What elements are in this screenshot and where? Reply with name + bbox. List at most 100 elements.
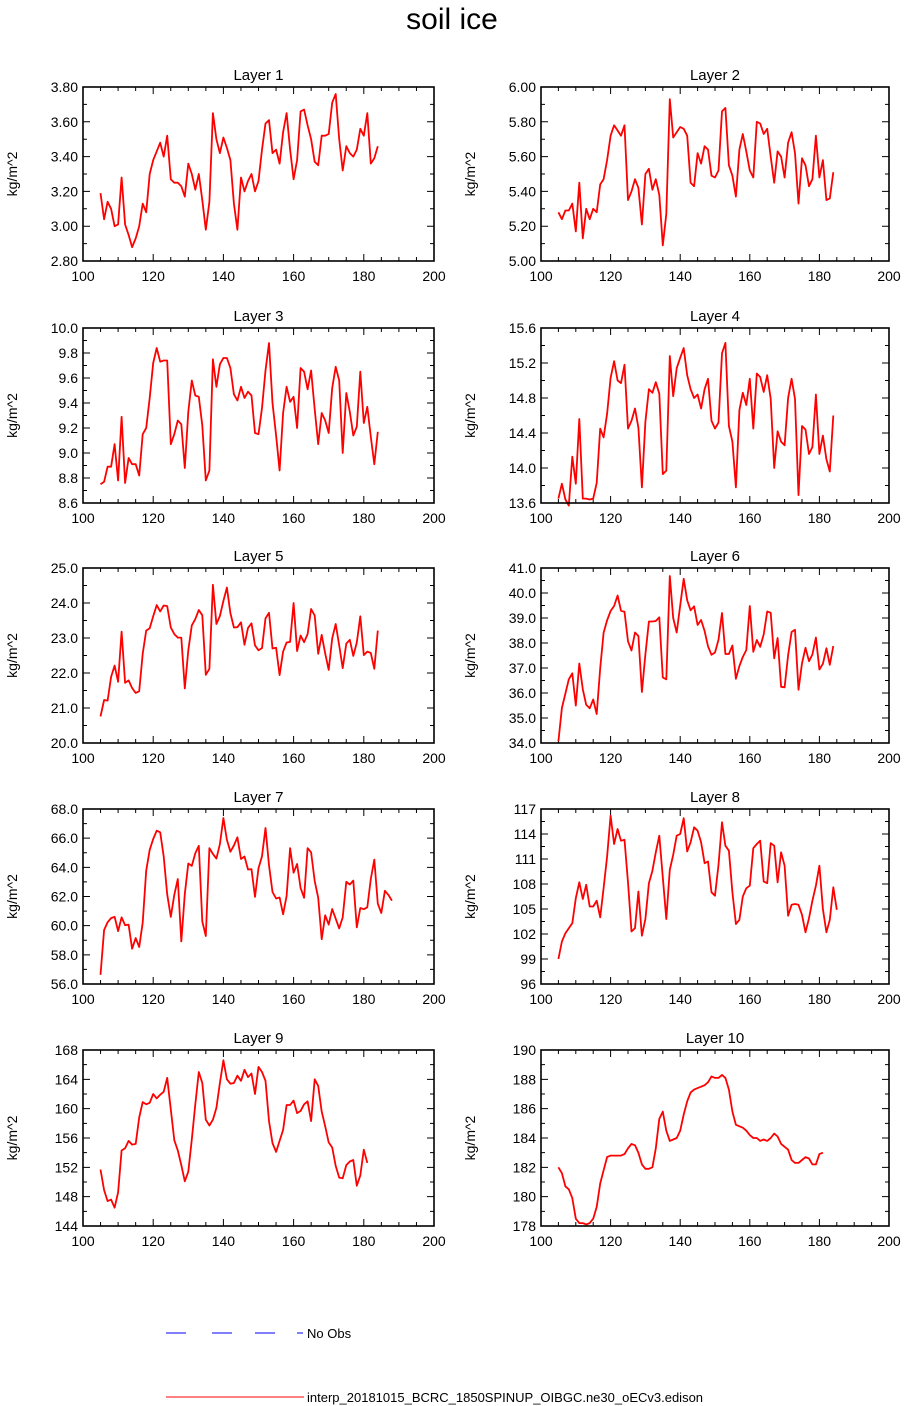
- plot-frame: [82, 86, 435, 262]
- series-line: [557, 814, 838, 960]
- x-tick-label: 200: [422, 510, 446, 526]
- panel-9: Layer 9 100 120 140 160 180 200 144 148 152 156 160…: [4, 1030, 446, 1249]
- y-tick-label: 5.20: [509, 218, 536, 234]
- plot-frame: [82, 327, 435, 504]
- y-tick-label: 14.4: [509, 425, 536, 441]
- x-tick-label: 120: [599, 750, 623, 766]
- y-tick-label: 15.2: [509, 355, 536, 371]
- y-tick-label: 40.0: [509, 585, 536, 601]
- y-tick-label: 102: [513, 926, 537, 942]
- legend-model-label: interp_20181015_BCRC_1850SPINUP_OIBGC.ne…: [307, 1390, 703, 1405]
- x-tick-label: 100: [529, 991, 553, 1007]
- y-tick-label: 10.0: [51, 320, 78, 336]
- x-tick-label: 200: [422, 991, 446, 1007]
- x-tick-label: 180: [352, 268, 376, 284]
- y-tick-label: 168: [55, 1042, 79, 1058]
- series-line: [557, 575, 835, 742]
- x-tick-label: 160: [282, 750, 306, 766]
- legend-obs-label: No Obs: [307, 1326, 352, 1341]
- panel-title: Layer 1: [233, 67, 283, 84]
- y-tick-label: 105: [513, 901, 537, 917]
- x-tick-label: 140: [669, 268, 693, 284]
- x-tick-label: 200: [877, 991, 901, 1007]
- y-tick-label: 21.0: [51, 700, 78, 716]
- x-tick-label: 140: [669, 510, 693, 526]
- series-line: [557, 1074, 824, 1226]
- x-tick-label: 120: [142, 268, 166, 284]
- x-tick-label: 180: [352, 991, 376, 1007]
- axis-ticks: [540, 567, 890, 744]
- y-tick-label: 9.4: [59, 395, 79, 411]
- y-tick-label: 68.0: [51, 801, 78, 817]
- x-tick-label: 140: [669, 1233, 693, 1249]
- x-tick-label: 100: [529, 510, 553, 526]
- y-tick-label: 25.0: [51, 560, 78, 576]
- y-tick-label: 5.80: [509, 114, 536, 130]
- panel-title: Layer 7: [233, 789, 283, 806]
- y-tick-label: 41.0: [509, 560, 536, 576]
- plot-frame: [82, 808, 435, 985]
- x-tick-label: 100: [529, 268, 553, 284]
- y-tick-label: 9.6: [59, 370, 79, 386]
- x-tick-label: 200: [877, 268, 901, 284]
- panel-title: Layer 4: [690, 308, 740, 325]
- series-line: [99, 93, 379, 249]
- y-tick-label: 5.40: [509, 183, 536, 199]
- y-tick-label: 3.00: [51, 218, 78, 234]
- y-tick-label: 148: [55, 1189, 79, 1205]
- series-line: [557, 98, 835, 247]
- x-tick-label: 200: [877, 510, 901, 526]
- y-tick-label: 156: [55, 1130, 79, 1146]
- panel-3: Layer 3 100 120 140 160 180 200 8.6 8.8 9.0 9.2 9.4…: [4, 308, 446, 526]
- panel-title: Layer 2: [690, 67, 740, 84]
- x-tick-label: 180: [352, 750, 376, 766]
- series-line: [100, 342, 379, 485]
- y-tick-label: 188: [513, 1071, 537, 1087]
- plot-frame: [540, 1049, 890, 1227]
- y-tick-label: 3.60: [51, 114, 78, 130]
- y-tick-label: 37.0: [509, 660, 536, 676]
- y-tick-label: 178: [513, 1218, 537, 1234]
- panel-title: Layer 8: [690, 789, 740, 806]
- x-tick-label: 120: [599, 268, 623, 284]
- panel-1: Layer 1 100 120 140 160 180 200 2.80 3.00 3.20 3.4…: [4, 67, 446, 284]
- x-tick-label: 120: [599, 510, 623, 526]
- panel-title: Layer 9: [233, 1030, 283, 1047]
- y-tick-label: 114: [514, 826, 537, 842]
- y-tick-label: 56.0: [51, 976, 78, 992]
- y-tick-label: 9.8: [59, 345, 79, 361]
- plot-frame: [540, 86, 890, 262]
- y-tick-label: 35.0: [509, 710, 536, 726]
- x-tick-label: 120: [142, 1233, 166, 1249]
- y-tick-label: 184: [513, 1130, 537, 1146]
- y-tick-label: 38.0: [509, 635, 536, 651]
- y-axis-label: kg/m^2: [462, 874, 478, 919]
- panel-7: Layer 7 100 120 140 160 180 200 56.0 58.0 60.0 62.…: [4, 789, 446, 1007]
- x-tick-label: 100: [71, 510, 95, 526]
- axis-ticks: [540, 1049, 890, 1227]
- y-tick-label: 111: [515, 851, 536, 867]
- x-tick-label: 160: [738, 991, 762, 1007]
- x-tick-label: 180: [352, 510, 376, 526]
- x-tick-label: 100: [529, 1233, 553, 1249]
- y-tick-label: 13.6: [509, 495, 536, 511]
- x-tick-label: 160: [282, 1233, 306, 1249]
- x-tick-label: 100: [71, 991, 95, 1007]
- x-tick-label: 180: [352, 1233, 376, 1249]
- x-tick-label: 200: [422, 1233, 446, 1249]
- figure-title: soil ice: [406, 3, 498, 36]
- x-tick-label: 180: [808, 991, 832, 1007]
- panel-title: Layer 3: [233, 308, 283, 325]
- y-axis-label: kg/m^2: [4, 874, 20, 919]
- y-axis-label: kg/m^2: [462, 393, 478, 438]
- y-tick-label: 39.0: [509, 610, 536, 626]
- plot-frame: [540, 327, 890, 504]
- y-axis-label: kg/m^2: [4, 1115, 20, 1160]
- panel-2: Layer 2 100 120 140 160 180 200 5.00 5.20 5.40 5.6…: [462, 67, 901, 284]
- x-tick-label: 140: [212, 750, 236, 766]
- y-axis-label: kg/m^2: [462, 1115, 478, 1160]
- y-tick-label: 3.40: [51, 149, 78, 165]
- x-tick-label: 120: [142, 991, 166, 1007]
- axis-ticks: [82, 808, 435, 985]
- y-axis-label: kg/m^2: [462, 151, 478, 196]
